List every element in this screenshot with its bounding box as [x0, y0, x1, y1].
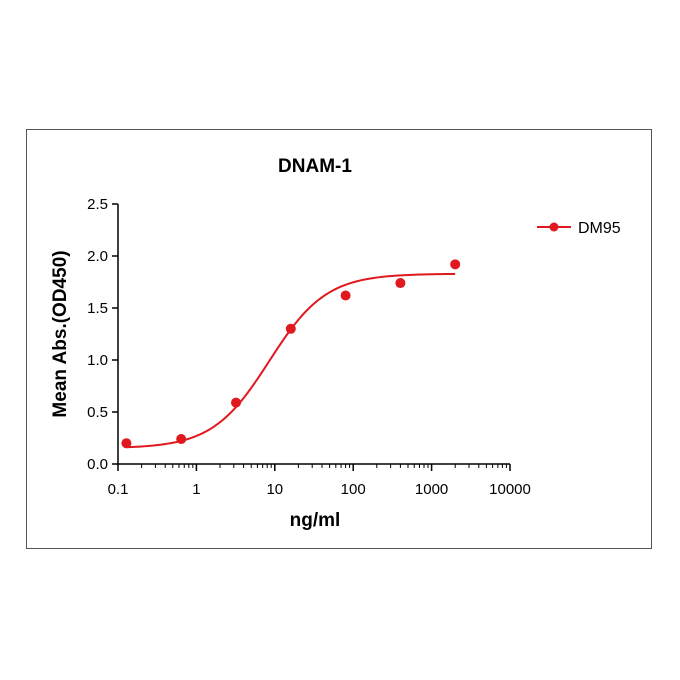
data-point: [231, 397, 242, 408]
x-tick-label: 1: [192, 481, 200, 498]
y-tick-label: 1.5: [87, 300, 108, 317]
x-tick-label: 10000: [489, 481, 531, 498]
data-point: [176, 434, 187, 445]
x-axis: 0.1 1 10 100 1000 10000: [108, 463, 531, 498]
x-axis-title: ng/ml: [290, 510, 341, 531]
x-tick-label: 10: [266, 481, 283, 498]
fit-curve-dm95: [126, 272, 456, 449]
legend-marker: [549, 222, 559, 232]
x-tick-label: 1000: [415, 481, 448, 498]
y-tick-label: 2.5: [87, 196, 108, 213]
legend-label-dm95: DM95: [578, 220, 621, 237]
data-point: [450, 259, 461, 270]
x-tick-label: 100: [341, 481, 366, 498]
y-tick-label: 2.0: [87, 248, 108, 265]
chart-frame: [26, 129, 652, 549]
legend: DM95: [537, 220, 621, 237]
y-tick-label: 0.0: [87, 456, 108, 473]
y-axis: 0.0 0.5 1.0 1.5 2.0 2.5: [87, 196, 119, 473]
data-point: [121, 438, 132, 449]
data-point: [340, 290, 351, 301]
data-point: [285, 323, 296, 334]
chart-title: DNAM-1: [278, 156, 352, 177]
data-point: [395, 278, 406, 289]
y-tick-label: 1.0: [87, 352, 108, 369]
y-tick-label: 0.5: [87, 404, 108, 421]
x-tick-label: 0.1: [108, 481, 129, 498]
y-axis-title: Mean Abs.(OD450): [50, 250, 71, 417]
plot-area: [121, 259, 461, 449]
